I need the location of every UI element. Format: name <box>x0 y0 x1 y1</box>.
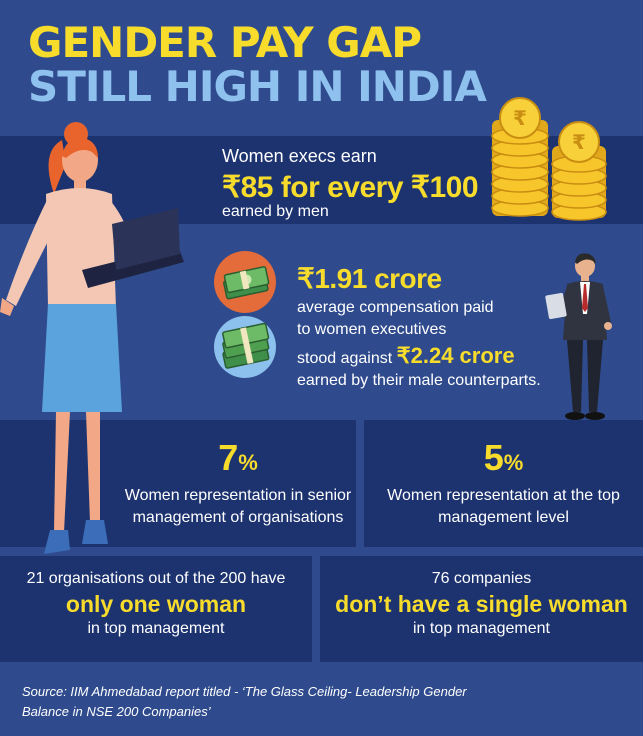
one-woman-main-text: only one woman <box>65 591 247 617</box>
senior-percentage: 7% <box>120 438 356 483</box>
money-stack-icon <box>214 316 276 378</box>
men-compensation-amount: ₹2.24 crore <box>396 343 515 368</box>
earnings-post-text: earned by men <box>222 203 329 220</box>
compensation-description: average compensation paid to women execu… <box>297 297 494 341</box>
svg-text:₹: ₹ <box>572 130 586 154</box>
one-woman-pre-text: 21 organisations out of the 200 have <box>26 570 286 587</box>
senior-pct-value: 7 <box>218 437 239 478</box>
no-woman-pre-text: 76 companies <box>431 570 532 587</box>
senior-description: Women representation in senior managemen… <box>120 485 356 529</box>
svg-text:₹: ₹ <box>513 106 527 130</box>
top-percentage: 5% <box>364 438 643 483</box>
one-woman-post-text: in top management <box>87 620 225 637</box>
no-woman-post-text: in top management <box>413 620 550 637</box>
senior-desc-line-1: Women representation in senior <box>124 487 352 504</box>
senior-pct-sign: % <box>238 450 258 475</box>
money-stack-icon <box>214 251 276 313</box>
no-woman-box: 76 companies don’t have a single woman i… <box>320 556 643 662</box>
title-line-2: STILL HIGH IN INDIA <box>28 62 487 111</box>
source-note: Source: IIM Ahmedabad report titled - ‘T… <box>22 682 582 722</box>
rupee-coin-stack-icon: ₹ ₹ <box>488 96 608 226</box>
earnings-main-text: ₹85 for every ₹100 <box>222 171 479 204</box>
top-description: Women representation at the top manageme… <box>364 485 643 529</box>
top-desc-line-1: Women representation at the top <box>387 487 620 504</box>
compensation-desc-line-1: average compensation paid <box>297 299 494 316</box>
women-compensation-amount: ₹1.91 crore <box>297 263 442 294</box>
top-desc-line-2: management level <box>438 509 569 526</box>
stood-against-text: stood against <box>297 350 397 367</box>
source-line-1: Source: IIM Ahmedabad report titled - ‘T… <box>22 684 467 699</box>
top-pct-sign: % <box>503 450 524 475</box>
woman-executive-illustration <box>0 112 200 560</box>
top-representation-box: 5% Women representation at the top manag… <box>364 420 643 547</box>
top-pct-value: 5 <box>483 437 504 478</box>
man-executive-illustration <box>545 252 625 424</box>
title-line-1: GENDER PAY GAP <box>28 18 422 67</box>
source-line-2: Balance in NSE 200 Companies’ <box>22 704 211 719</box>
one-woman-box: 21 organisations out of the 200 have onl… <box>0 556 312 662</box>
earnings-pre-text: Women execs earn <box>222 146 377 166</box>
stood-against-line: stood against ₹2.24 crore <box>297 343 515 369</box>
no-woman-main-text: don’t have a single woman <box>335 591 628 617</box>
counterparts-text: earned by their male counterparts. <box>297 372 541 389</box>
senior-desc-line-2: management of organisations <box>132 509 344 526</box>
compensation-desc-line-2: to women executives <box>297 321 447 338</box>
